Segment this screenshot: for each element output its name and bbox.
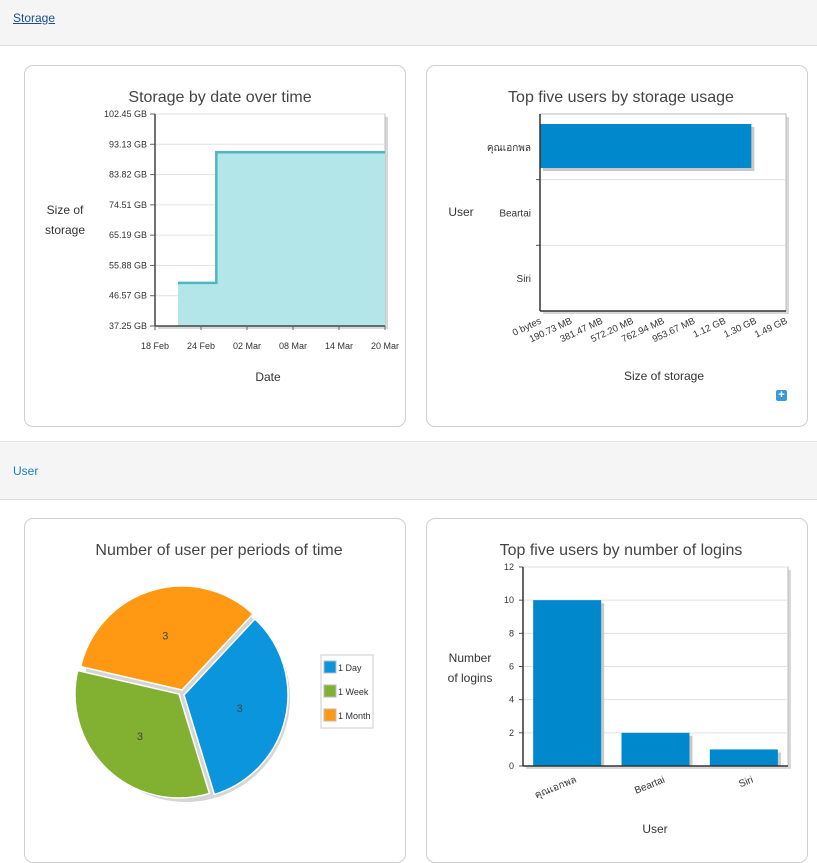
y-axis-label: User	[448, 205, 473, 219]
x-tick-label: คุณเอกพล	[533, 775, 578, 802]
bar	[540, 124, 752, 168]
legend-swatch	[323, 684, 337, 698]
slice-label: 3	[162, 630, 168, 642]
storage-section-link[interactable]: Storage	[13, 11, 56, 25]
storage-area	[178, 152, 385, 326]
chart-title: Top five users by number of logins	[500, 542, 743, 559]
chart-title: Top five users by storage usage	[508, 89, 734, 106]
slice-label: 3	[237, 703, 243, 715]
bar	[621, 732, 690, 766]
y-tick-label: 83.82 GB	[109, 170, 147, 180]
top-login-users-panel: Top five users by number of logins 0 2 4 6 8 1…	[426, 518, 808, 863]
legend-swatch	[323, 660, 337, 674]
storage-over-time-chart: Storage by date over time 37.25 GB 46.57 G…	[45, 89, 399, 384]
top-login-users-chart: Top five users by number of logins 0 2 4 6 8 1…	[448, 542, 791, 836]
storage-section-header: Storage	[0, 0, 817, 46]
x-tick-label: 18 Feb	[141, 341, 169, 351]
y-tick-label: Siri	[517, 274, 531, 285]
y-tick-label: 65.19 GB	[109, 230, 147, 240]
pie-slice	[79, 585, 255, 691]
storage-line	[178, 150, 385, 285]
y-axis-label: Number of logins	[448, 651, 493, 685]
x-tick-label: Siri	[737, 775, 755, 791]
y-tick-label: 6	[509, 662, 514, 672]
x-tick-label: 20 Mar	[371, 341, 399, 351]
y-tick-label: 8	[509, 628, 514, 638]
bar	[709, 749, 778, 766]
x-tick-label: 08 Mar	[279, 341, 307, 351]
x-tick-label: 14 Mar	[325, 341, 353, 351]
slice-label: 3	[137, 731, 143, 743]
legend-label: 1 Day	[338, 663, 362, 673]
legend-label: 1 Month	[338, 711, 371, 721]
storage-over-time-panel: Storage by date over time 37.25 GB 46.57 G…	[24, 65, 406, 427]
x-tick-label: 1.30 GB	[722, 316, 758, 341]
chart-title: Number of user per periods of time	[95, 542, 342, 559]
legend-label: 1 Week	[338, 687, 369, 697]
legend-swatch	[323, 708, 337, 722]
y-tick-label: 74.51 GB	[109, 200, 147, 210]
top-storage-users-panel: Top five users by storage usage คุณเอกพล B…	[426, 65, 808, 427]
chart-title: Storage by date over time	[128, 89, 311, 106]
x-tick-label: Beartai	[633, 775, 667, 797]
y-tick-label: คุณเอกพล	[487, 143, 531, 154]
user-section-header: User	[0, 441, 817, 500]
y-tick-label: Beartai	[499, 209, 531, 220]
y-tick-label: 46.57 GB	[109, 291, 147, 301]
y-tick-label: 10	[504, 595, 514, 605]
top-storage-users-chart: Top five users by storage usage คุณเอกพล B…	[448, 89, 789, 383]
pie-slice	[74, 669, 211, 799]
y-tick-label: 4	[509, 695, 514, 705]
y-tick-label: 12	[504, 562, 514, 572]
y-axis-label: Size of storage	[45, 203, 85, 237]
x-tick-label: 02 Mar	[233, 341, 261, 351]
x-tick-label: 1.49 GB	[753, 316, 789, 341]
x-tick-label: 24 Feb	[187, 341, 215, 351]
plus-square-icon[interactable]: +	[776, 390, 787, 401]
y-tick-label: 93.13 GB	[109, 139, 147, 149]
x-axis-label: Size of storage	[624, 369, 704, 383]
x-tick-label: 1.12 GB	[692, 316, 728, 341]
y-tick-label: 102.45 GB	[104, 109, 147, 119]
users-per-period-chart: Number of user per periods of time 3 3 3 1 D…	[74, 542, 374, 802]
y-tick-label: 2	[509, 728, 514, 738]
users-per-period-panel: Number of user per periods of time 3 3 3 1 D…	[24, 518, 406, 863]
bar	[533, 600, 602, 766]
y-tick-label: 55.88 GB	[109, 260, 147, 270]
pie-slice	[183, 617, 289, 796]
x-axis-label: Date	[255, 370, 281, 384]
user-section-link[interactable]: User	[13, 464, 39, 478]
y-tick-label: 37.25 GB	[109, 321, 147, 331]
y-tick-label: 0	[509, 761, 514, 771]
x-axis-label: User	[642, 822, 667, 836]
